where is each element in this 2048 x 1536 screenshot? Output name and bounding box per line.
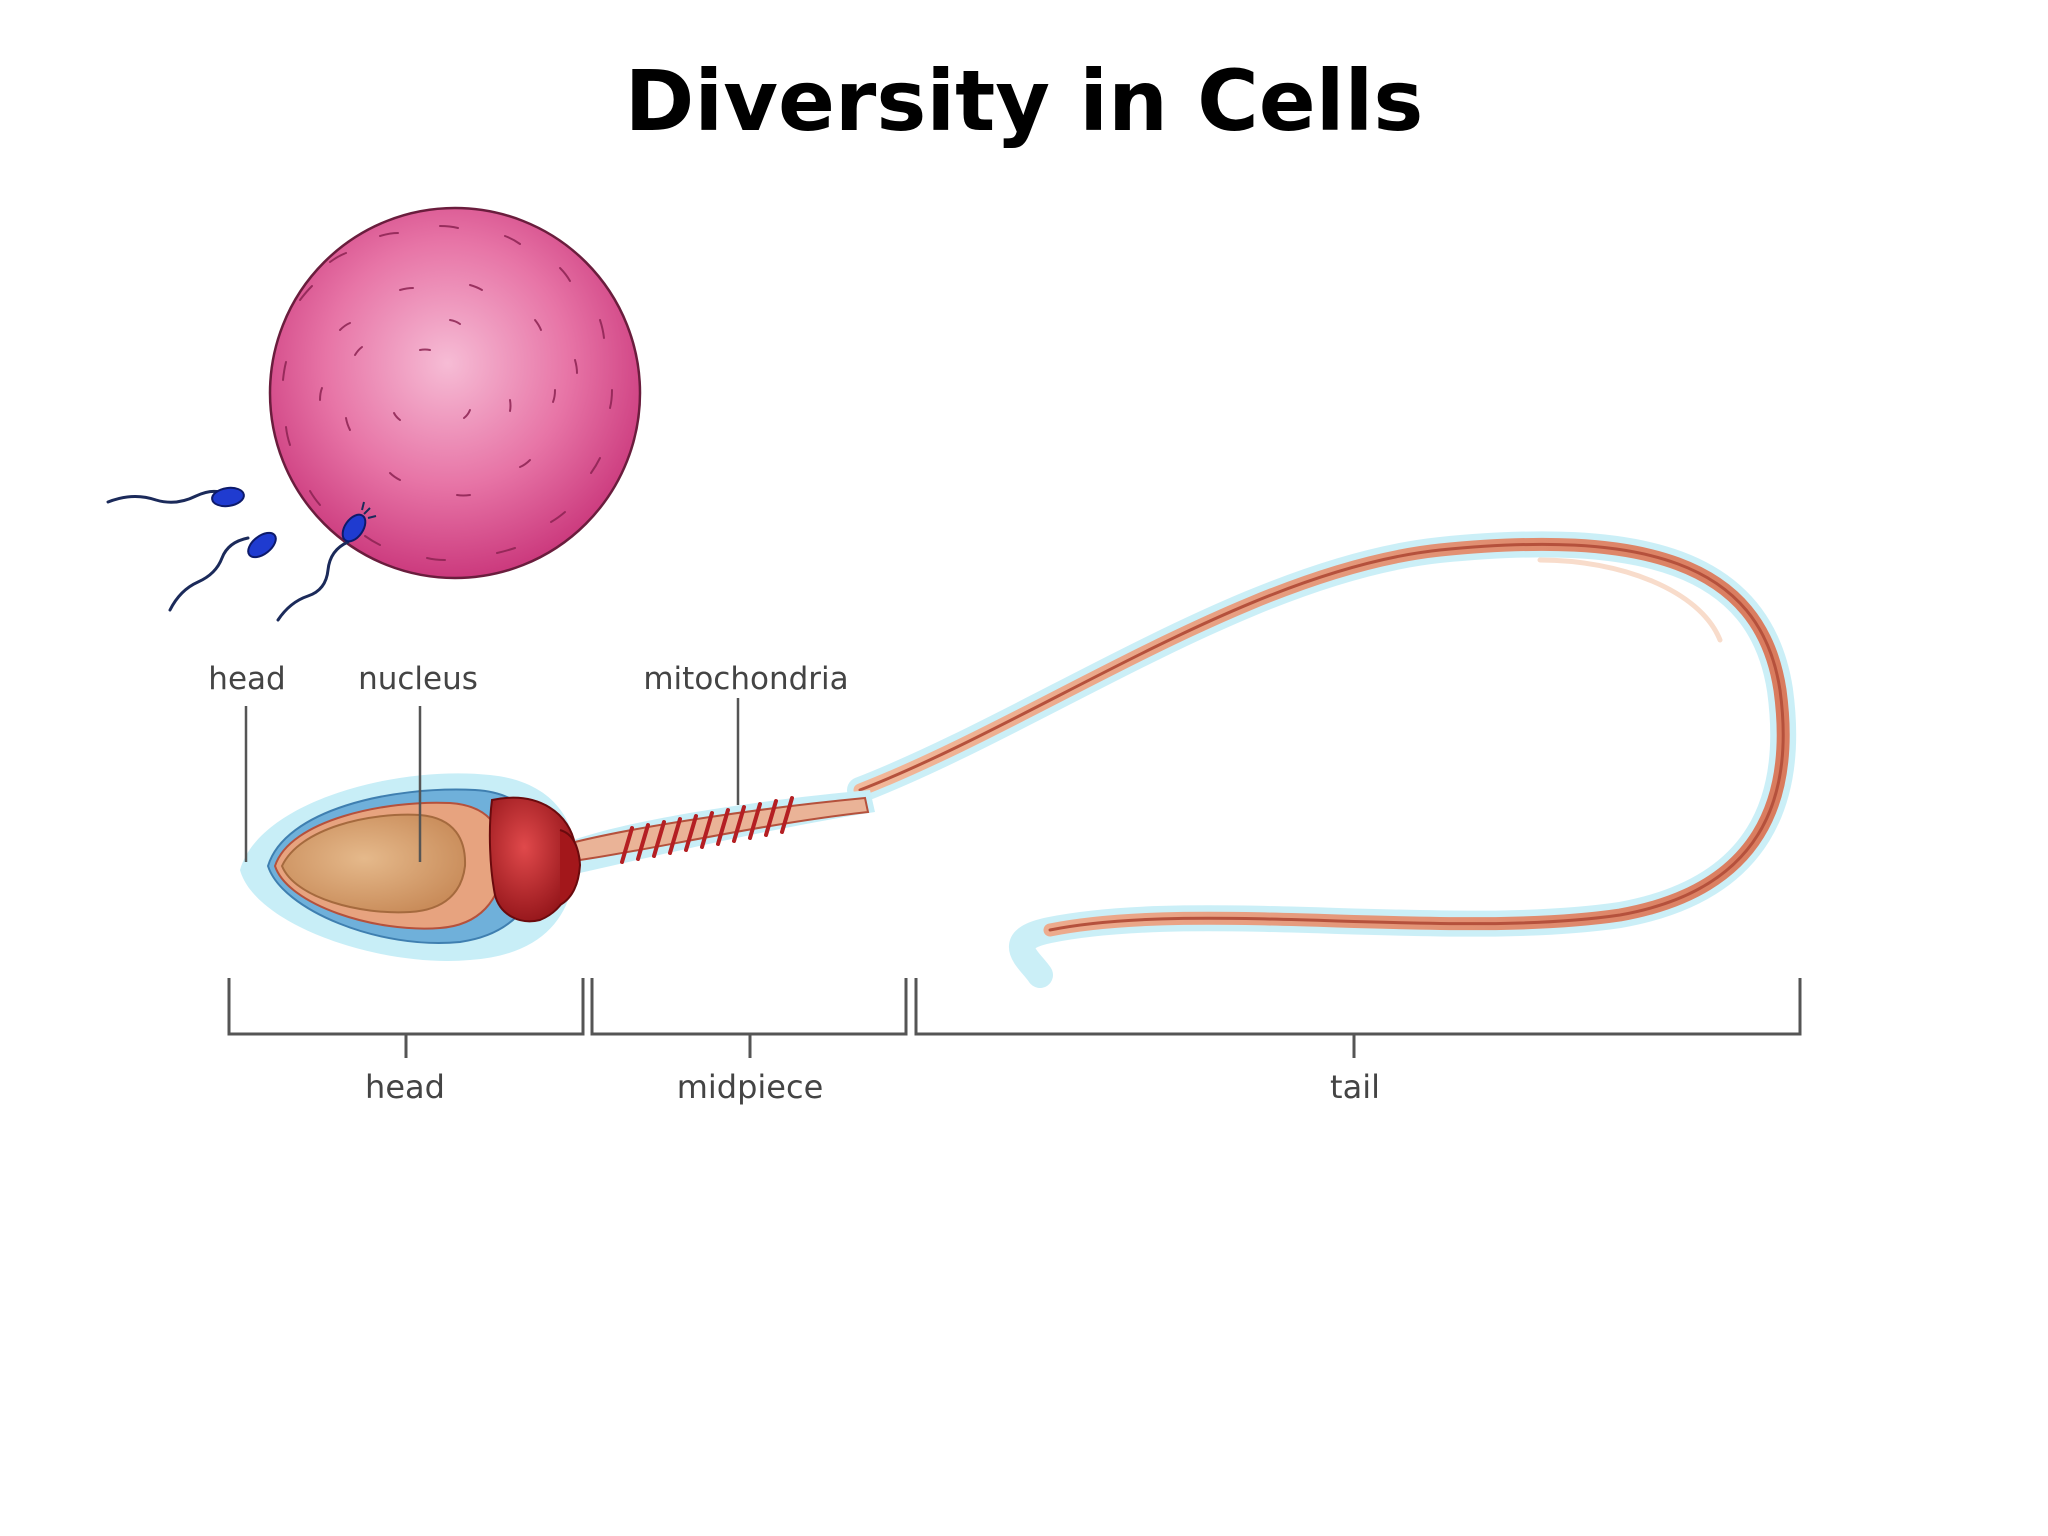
mitochondria-icon <box>620 796 794 864</box>
label-mitochondria: mitochondria <box>643 661 848 697</box>
bracket-label-tail: tail <box>1330 1068 1380 1106</box>
sperm-head-icon <box>240 773 582 961</box>
label-head-top: head <box>208 661 285 697</box>
sperm-midpiece-icon <box>560 790 875 875</box>
label-nucleus: nucleus <box>358 661 478 697</box>
egg-cell-icon <box>268 206 642 580</box>
sperm-tail-icon <box>847 531 1797 988</box>
label-leader-lines <box>244 698 740 862</box>
small-sperm-icon <box>276 501 377 622</box>
slide-title: Diversity in Cells <box>624 52 1424 150</box>
bracket-label-head: head <box>365 1068 445 1106</box>
small-sperm-icon <box>106 486 245 508</box>
section-brackets <box>227 978 1802 1058</box>
small-sperm-icon <box>168 531 277 612</box>
bracket-label-midpiece: midpiece <box>677 1068 824 1106</box>
